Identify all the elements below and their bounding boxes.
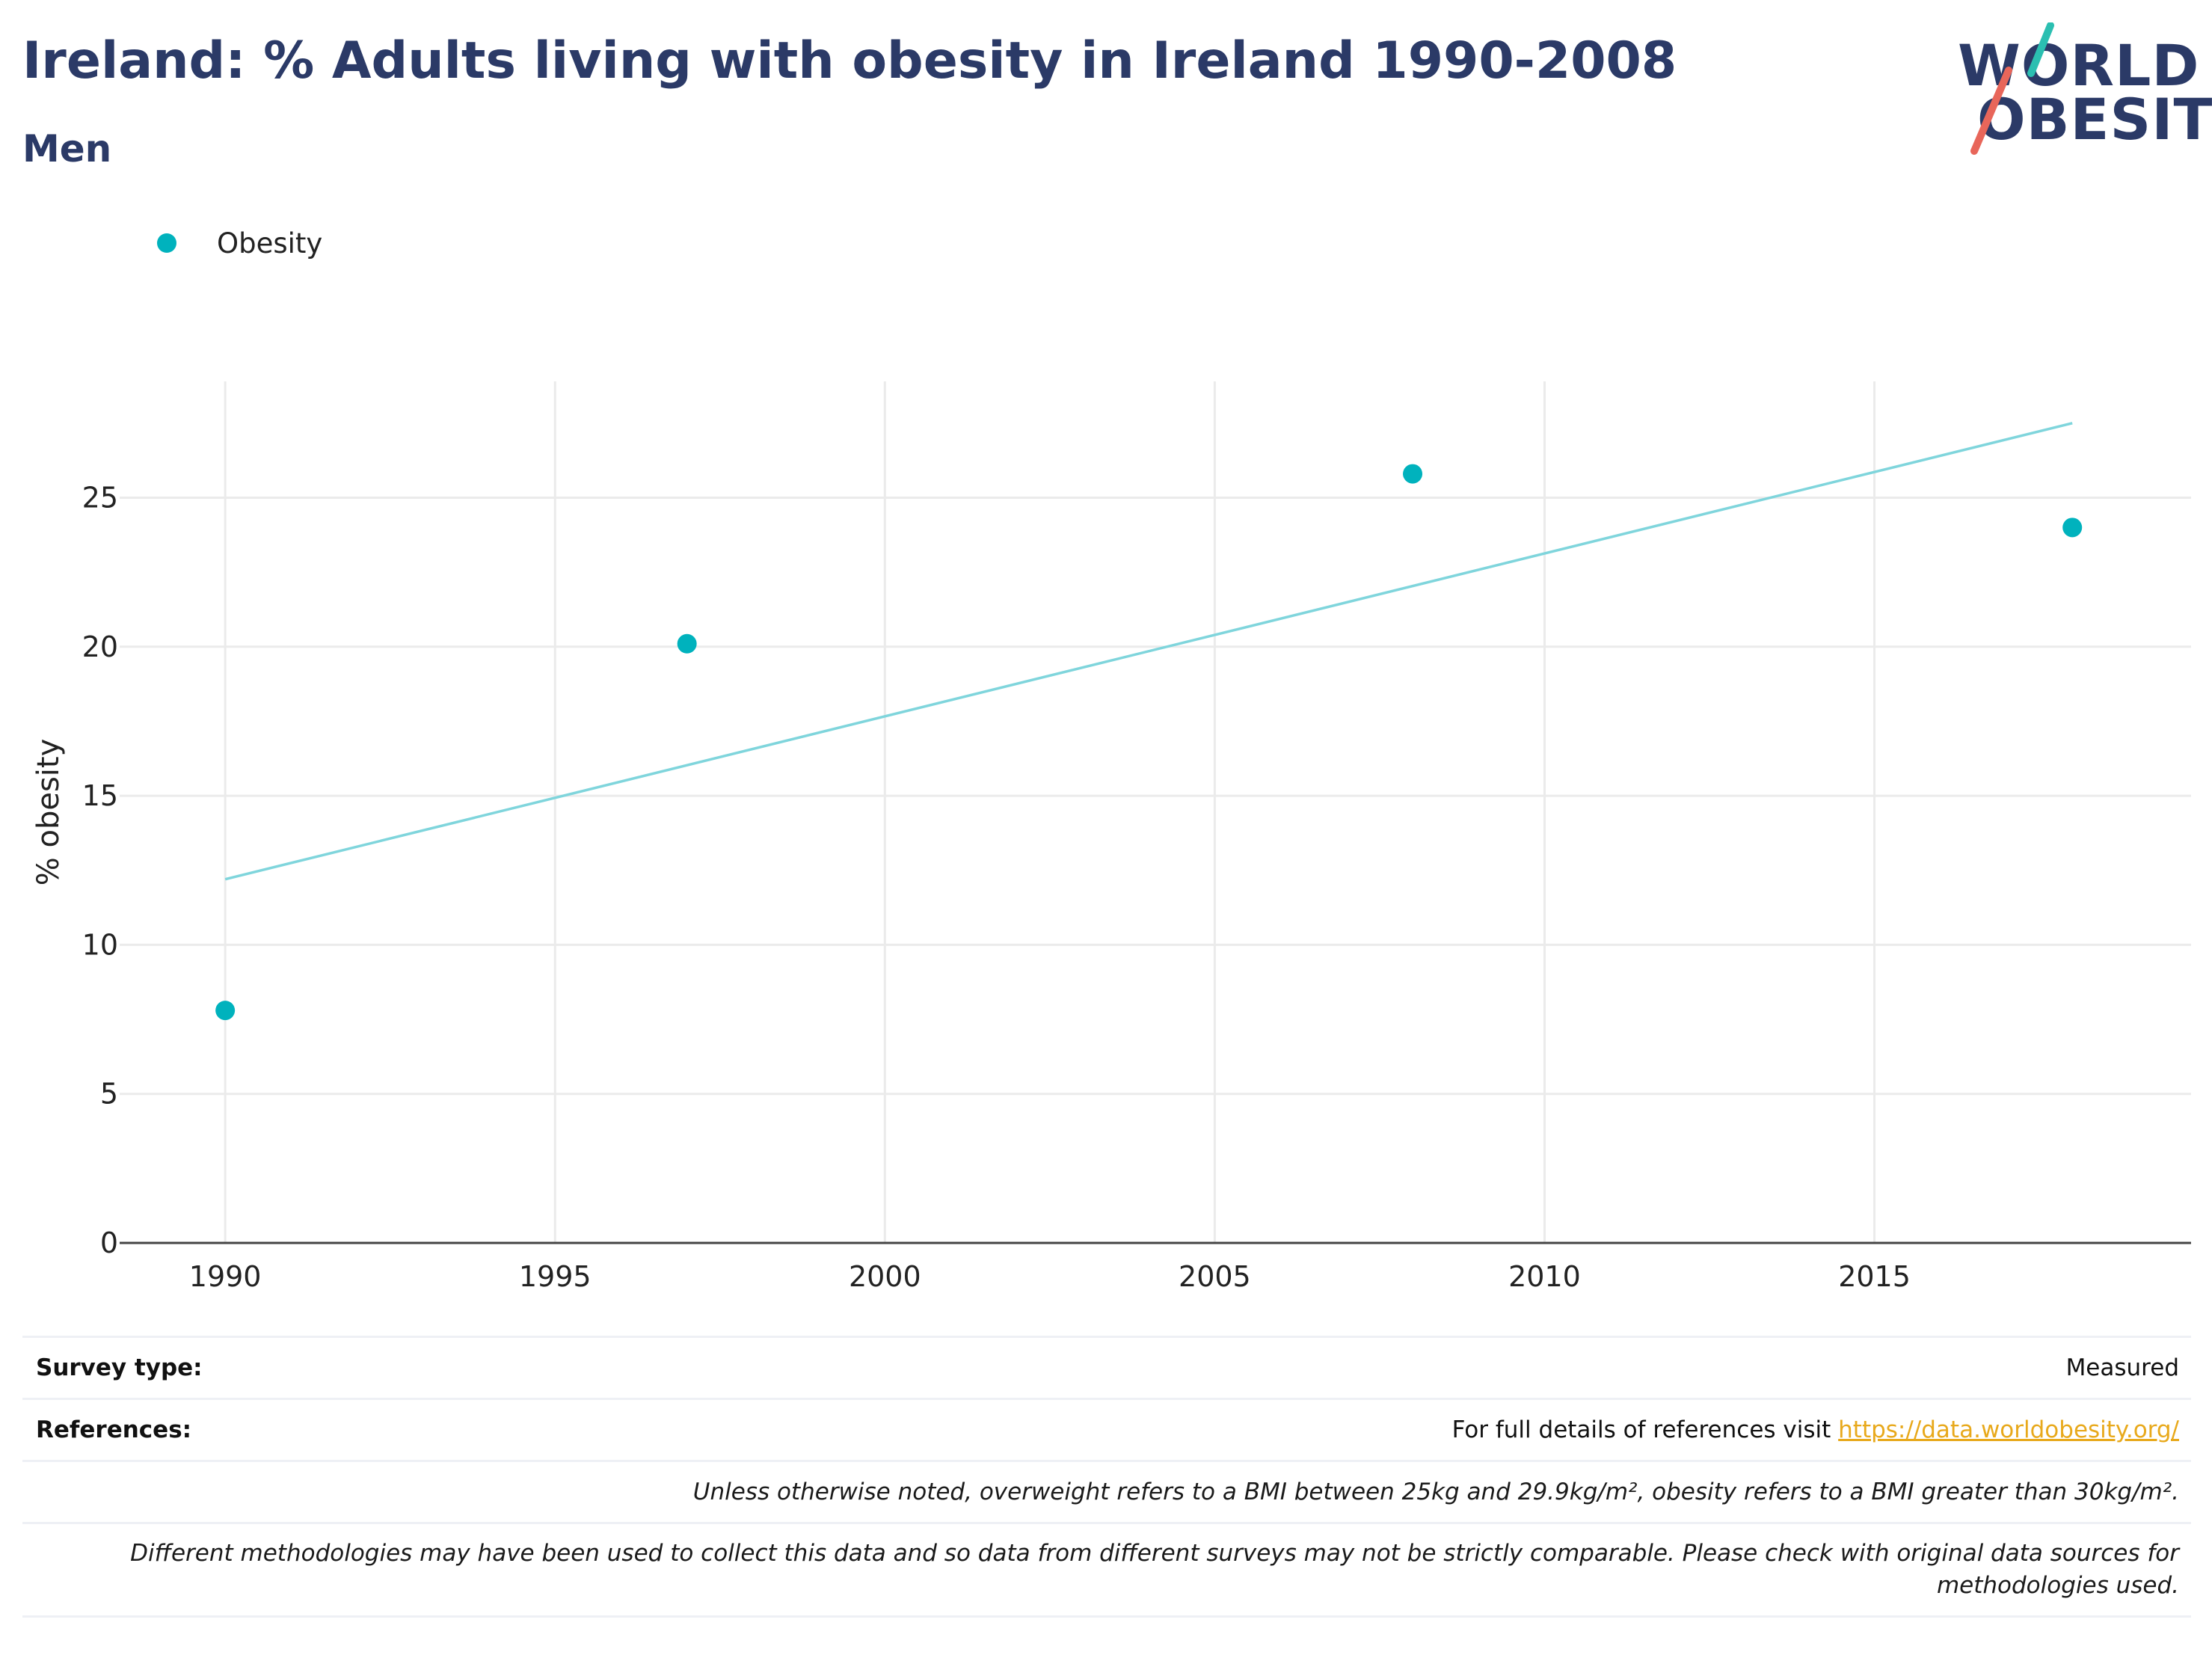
x-tick-label: 2005 <box>1179 1260 1251 1293</box>
data-points <box>215 464 2083 1021</box>
y-tick-label: 15 <box>82 779 118 812</box>
survey-type-label: Survey type: <box>36 1354 203 1381</box>
axes: 1990 1995 2000 2005 2010 2015 0 5 10 15 20 25 % obes… <box>31 481 2191 1293</box>
data-point <box>677 633 697 654</box>
legend-label: Obesity <box>217 227 323 260</box>
chart-title: Ireland: % Adults living with obesity in… <box>22 31 1677 90</box>
bmi-note: Unless otherwise noted, overweight refer… <box>692 1479 2179 1505</box>
data-point <box>2062 518 2083 538</box>
logo-word-world: WORLD <box>1958 32 2200 99</box>
data-point <box>215 1001 236 1021</box>
logo-slash-icon <box>1970 22 2054 155</box>
references-link[interactable]: https://data.worldobesity.org/ <box>1838 1416 2179 1443</box>
x-tick-label: 2010 <box>1508 1260 1581 1293</box>
chart-subtitle: Men <box>22 127 112 171</box>
scatter-chart: 1990 1995 2000 2005 2010 2015 0 5 10 15 20 25 % obes… <box>31 381 2191 1293</box>
y-tick-label: 20 <box>82 630 118 663</box>
logo-word-obesity: OBESITY <box>1977 86 2212 153</box>
y-tick-label: 25 <box>82 481 118 514</box>
info-table: Survey type: Measured References: For fu… <box>22 1336 2191 1618</box>
world-obesity-logo[interactable]: WORLD OBESITY <box>1944 22 2212 157</box>
survey-type-value: Measured <box>2065 1354 2179 1381</box>
x-tick-label: 1995 <box>519 1260 592 1293</box>
survey-type-row: Survey type: Measured <box>22 1336 2191 1398</box>
legend-marker-icon <box>157 233 176 253</box>
x-tick-label: 2000 <box>849 1260 921 1293</box>
y-tick-label: 5 <box>100 1078 118 1111</box>
trendline <box>224 422 2073 881</box>
y-axis-title: % obesity <box>31 739 66 886</box>
y-tick-label: 0 <box>100 1226 118 1259</box>
bmi-note-row: Unless otherwise noted, overweight refer… <box>22 1460 2191 1522</box>
x-tick-label: 2015 <box>1838 1260 1911 1293</box>
references-row: References: For full details of referenc… <box>22 1398 2191 1460</box>
references-text: For full details of references visit <box>1451 1416 1839 1443</box>
methodology-note-row: Different methodologies may have been us… <box>22 1522 2191 1618</box>
methodology-note: Different methodologies may have been us… <box>130 1540 2179 1599</box>
x-tick-label: 1990 <box>189 1260 262 1293</box>
y-tick-label: 10 <box>82 928 118 961</box>
trendline-group <box>224 422 2073 881</box>
data-point <box>1403 464 1423 484</box>
gridlines <box>120 381 2191 1243</box>
references-label: References: <box>36 1416 192 1443</box>
references-value: For full details of references visit htt… <box>1452 1416 2179 1443</box>
